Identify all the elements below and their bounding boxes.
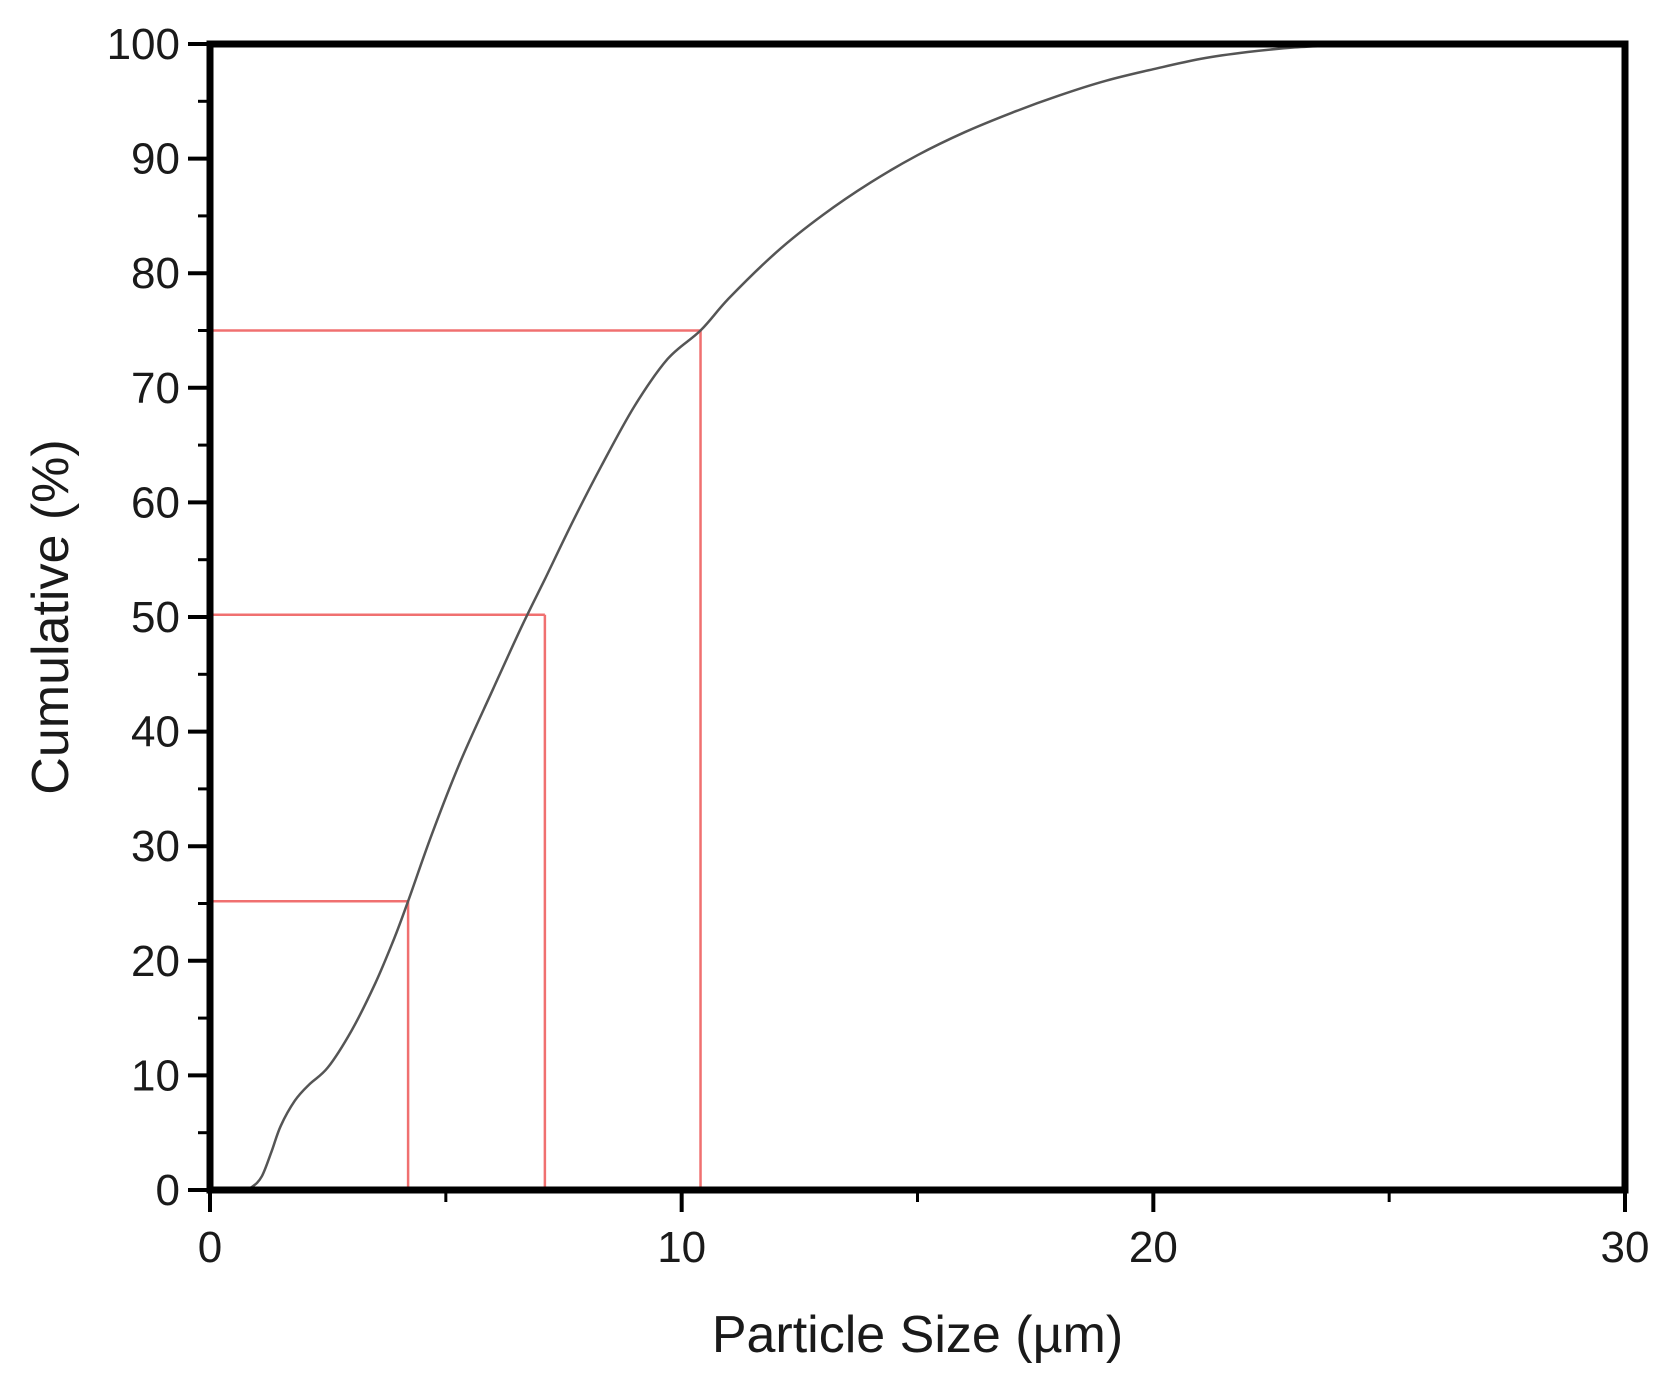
y-tick-label: 80 <box>131 249 180 298</box>
y-tick-label: 20 <box>131 937 180 986</box>
axis-ticks: 0 10 20 30 40 50 60 70 80 90 100 0 10 20 30 <box>107 20 1650 1272</box>
series-line-cumulative <box>242 42 1366 1192</box>
y-tick-label: 30 <box>131 822 180 871</box>
plot-area-frame <box>206 40 1629 1194</box>
series-layer <box>242 42 1366 1192</box>
x-axis-title: Particle Size (µm) <box>712 1306 1123 1364</box>
y-tick-label: 10 <box>131 1051 180 1100</box>
x-tick-label: 10 <box>657 1223 706 1272</box>
y-tick-label: 60 <box>131 478 180 527</box>
y-tick-label: 90 <box>131 135 180 184</box>
y-tick-label: 40 <box>131 708 180 757</box>
y-tick-label: 100 <box>107 20 180 69</box>
x-tick-label: 30 <box>1601 1223 1650 1272</box>
y-axis-title: Cumulative (%) <box>22 439 80 794</box>
y-tick-label: 0 <box>156 1166 180 1215</box>
x-tick-label: 0 <box>198 1223 222 1272</box>
x-tick-label: 20 <box>1129 1223 1178 1272</box>
y-tick-label: 50 <box>131 593 180 642</box>
reference-lines <box>210 329 702 1190</box>
y-tick-label: 70 <box>131 364 180 413</box>
